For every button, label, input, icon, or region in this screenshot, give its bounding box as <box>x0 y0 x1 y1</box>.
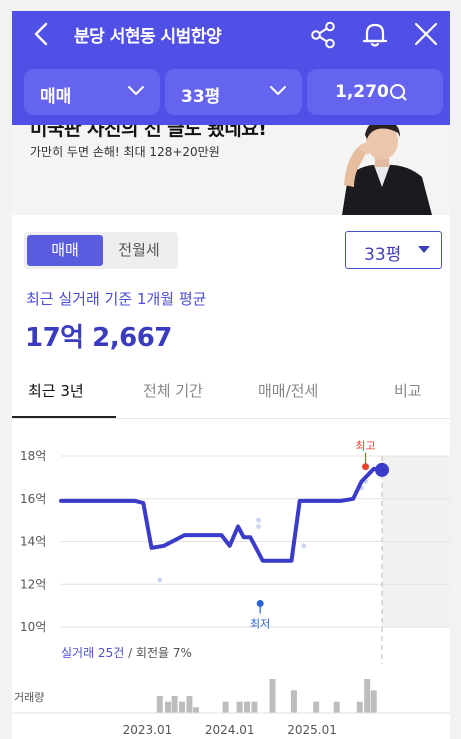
top-bar: 분당 서현동 시범한양 <box>12 11 450 57</box>
volume-bar <box>192 707 199 713</box>
tab-all-period[interactable]: 전체 기간 <box>143 382 203 400</box>
chart-legend: 실거래 25건 / 회전율 7% <box>61 646 192 660</box>
back-button[interactable] <box>30 21 54 47</box>
caret-down-icon <box>418 246 430 253</box>
high-marker-dot <box>362 463 370 471</box>
volume-bar <box>236 701 243 713</box>
volume-bar <box>333 701 340 713</box>
average-price-label: 최근 실거래 기준 1개월 평균 <box>26 290 207 308</box>
volume-bar <box>178 701 185 713</box>
y-tick-label: 18억 <box>20 449 46 463</box>
x-tick-label: 2023.01 <box>123 723 173 737</box>
area-select-value: 33평 <box>364 245 402 265</box>
toggle-option-sale[interactable]: 매매 <box>27 235 103 266</box>
banner-headline: 미국판 사진의 선 글도 됐네요! <box>30 125 267 140</box>
active-tab-indicator <box>12 416 116 418</box>
y-axis-labels: 10억 12억 14억 16억 18억 <box>20 449 46 634</box>
area-filter-value: 33평 <box>181 87 221 107</box>
x-tick-label: 2024.01 <box>205 723 255 737</box>
ad-banner[interactable]: 미국판 사진의 선 글도 됐네요! 가만히 두면 손해! 최대 128+20만원 <box>12 125 450 215</box>
volume-bar <box>290 690 297 713</box>
x-tick-label: 2025.01 <box>287 723 337 737</box>
volume-bar <box>313 701 320 713</box>
y-tick-label: 16억 <box>20 492 46 506</box>
header: 분당 서현동 시범한양 <box>12 11 450 125</box>
low-marker-dot <box>256 599 264 607</box>
volume-bar <box>370 690 377 713</box>
scatter-point <box>256 524 261 529</box>
volume-bar <box>244 701 251 713</box>
volume-bar <box>251 701 258 713</box>
y-tick-label: 12억 <box>20 577 46 591</box>
volume-bar <box>364 679 371 713</box>
notification-button[interactable] <box>360 19 390 49</box>
price-type-toggle: 매매 전월세 <box>24 232 178 269</box>
trade-type-filter[interactable]: 매매 <box>24 69 160 115</box>
scatter-points <box>157 479 368 583</box>
app-frame: 분당 서현동 시범한양 <box>12 11 450 739</box>
area-filter[interactable]: 33평 <box>165 69 302 115</box>
trade-type-value: 매매 <box>40 87 72 107</box>
share-button[interactable] <box>309 21 337 49</box>
chevron-left-icon <box>34 22 48 46</box>
search-count-button[interactable]: 1,270 <box>307 69 443 115</box>
scatter-point <box>301 543 307 549</box>
banner-subtitle: 가만히 두면 손해! 최대 128+20만원 <box>30 145 220 159</box>
price-line <box>59 466 384 563</box>
volume-bars <box>156 679 377 713</box>
tab-compare[interactable]: 비교 <box>394 382 422 400</box>
chevron-down-icon <box>128 86 144 95</box>
volume-bar <box>186 696 193 713</box>
banner-person-image <box>342 125 432 215</box>
search-icon <box>390 84 407 101</box>
y-tick-label: 14억 <box>20 535 46 549</box>
share-icon <box>311 21 335 49</box>
y-tick-label: 10억 <box>20 620 46 634</box>
period-tabs: 최근 3년 전체 기간 매매/전세 비교 <box>12 369 450 419</box>
volume-bar <box>165 701 171 713</box>
volume-bar <box>269 679 276 713</box>
legend-count: 실거래 25건 <box>61 646 124 660</box>
current-price-dot <box>375 462 389 477</box>
legend-rest: / 회전율 7% <box>124 646 192 660</box>
close-button[interactable] <box>413 21 439 47</box>
scatter-point <box>256 517 261 523</box>
low-marker-label: 최저 <box>250 617 270 630</box>
listing-count: 1,270 <box>335 82 389 102</box>
tab-sale-jeonse[interactable]: 매매/전세 <box>258 382 319 400</box>
page-title: 분당 서현동 시범한양 <box>74 27 222 47</box>
scatter-point <box>157 577 163 583</box>
x-axis-labels: 2023.01 2024.01 2025.01 <box>123 723 337 737</box>
volume-bar <box>156 696 163 713</box>
tab-recent-3y[interactable]: 최근 3년 <box>28 382 84 400</box>
volume-bar <box>222 701 229 713</box>
close-icon <box>414 22 438 46</box>
volume-bar <box>171 696 178 713</box>
volume-bar <box>356 701 363 713</box>
chevron-down-icon <box>270 86 286 95</box>
area-select[interactable]: 33평 <box>345 231 442 269</box>
chart-grid <box>61 455 450 628</box>
high-marker-label: 최고 <box>355 440 375 453</box>
volume-label: 거래량 <box>14 691 44 704</box>
average-price: 17억 2,667 <box>25 323 172 353</box>
bell-icon <box>362 23 388 47</box>
toggle-option-rent[interactable]: 전월세 <box>118 241 160 259</box>
